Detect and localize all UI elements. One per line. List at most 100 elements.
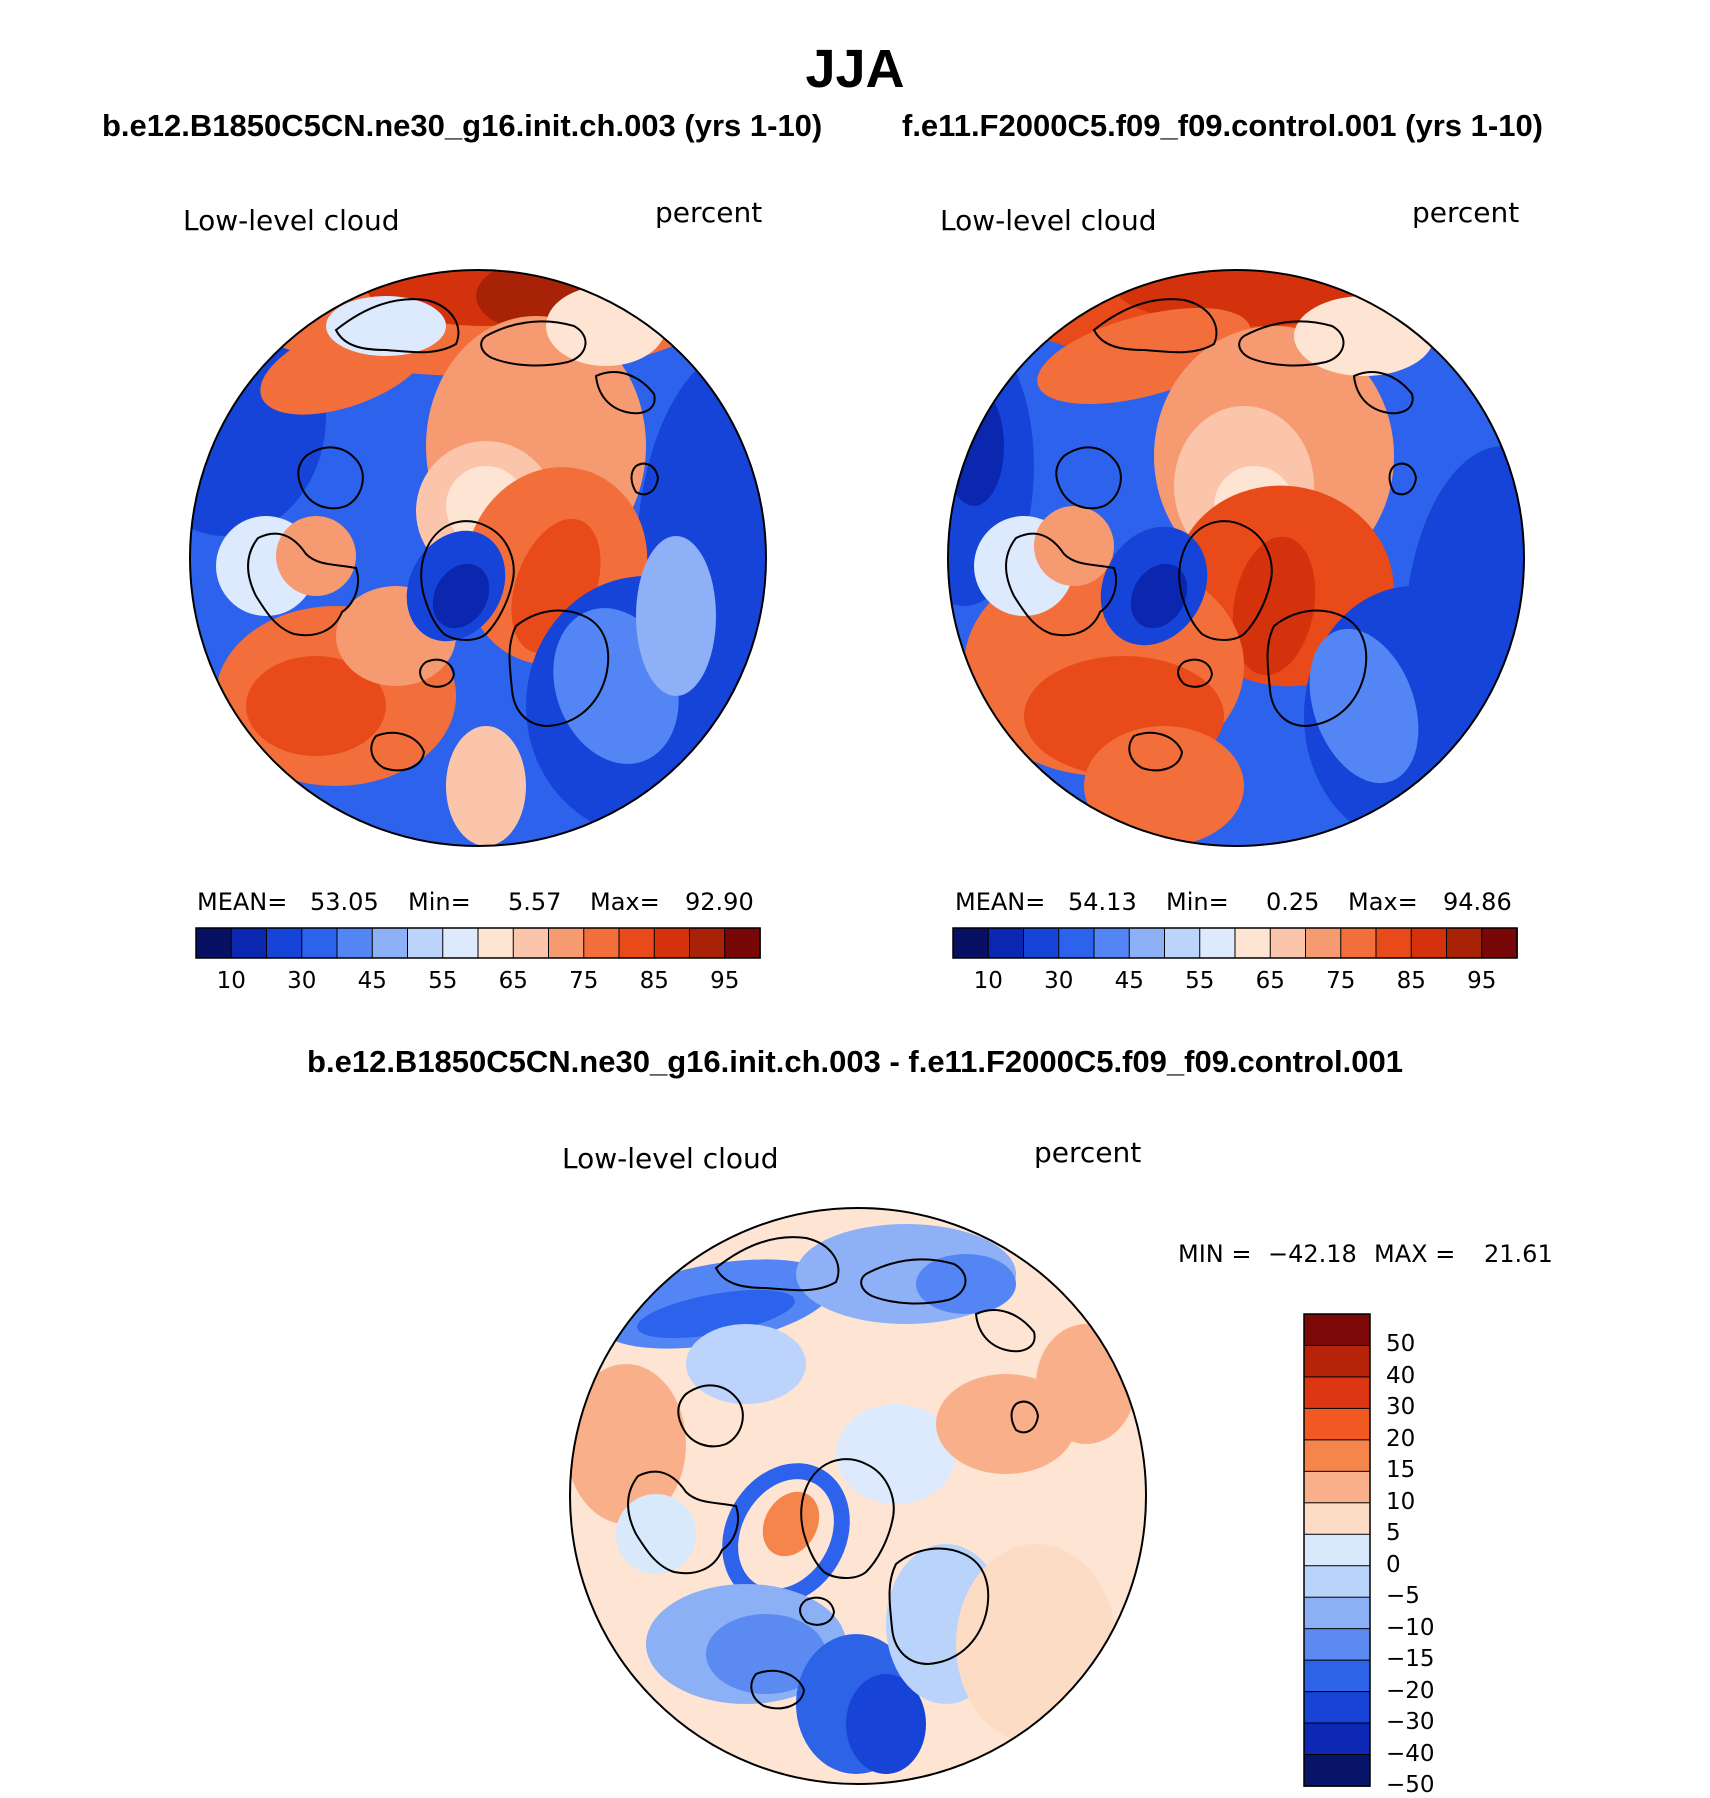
colorbar-difference-swatch — [1303, 1533, 1371, 1567]
colorbar-difference-swatch — [1303, 1659, 1371, 1693]
colorbar-left-swatch — [689, 927, 726, 959]
panel-right-mean-label: MEAN= — [955, 888, 1046, 916]
colorbar-right-tick-label: 55 — [1185, 968, 1215, 994]
colorbar-right-swatch — [1375, 927, 1413, 959]
colorbar-right-swatch — [987, 927, 1025, 959]
panel-right-min-value: 0.25 — [1266, 888, 1320, 916]
colorbar-difference-tick-label: 50 — [1386, 1331, 1416, 1358]
colorbar-left-tick-label: 95 — [710, 968, 740, 994]
colorbar-left-swatch — [230, 927, 268, 959]
colorbar-left-swatch — [477, 927, 515, 959]
panel-left-variable-label: Low-level cloud — [183, 204, 400, 237]
colorbar-left-swatch — [618, 927, 656, 959]
colorbar-difference-tick-label: −20 — [1386, 1677, 1435, 1704]
panel-left-mean-label: MEAN= — [197, 888, 288, 916]
colorbar-left-tick-label: 75 — [569, 968, 599, 994]
coastlines — [247, 298, 660, 772]
diff-max-label: MAX = — [1374, 1240, 1456, 1268]
colorbar-difference-swatch — [1303, 1596, 1371, 1630]
panel-right-min-label: Min= — [1166, 888, 1229, 916]
colorbar-left-tick-label: 45 — [357, 968, 387, 994]
colorbar-difference-tick-label: −30 — [1386, 1709, 1435, 1736]
colorbar-difference-swatch — [1303, 1754, 1371, 1787]
diff-units-label: percent — [1034, 1136, 1142, 1169]
colorbar-left-tick-label: 30 — [287, 968, 317, 994]
figure-title: JJA — [805, 39, 905, 99]
colorbar-left-swatch — [653, 927, 691, 959]
map-field — [570, 1208, 1146, 1784]
diff-min-value: −42.18 — [1268, 1240, 1357, 1268]
panel-right-max-value: 94.86 — [1443, 888, 1512, 916]
colorbar-left-swatch — [301, 927, 338, 959]
colorbar-difference-swatch — [1303, 1565, 1371, 1599]
colorbar-difference-swatch — [1303, 1407, 1371, 1441]
colorbar-difference-tick-label: 10 — [1386, 1488, 1416, 1515]
colorbar-difference-ticks: 50 40 30 20 15 10 5 0 −5 −10 −15 −20 −30 −40 −50 — [1386, 1314, 1466, 1798]
colorbar-difference-swatch — [1303, 1470, 1371, 1504]
colorbar-right-tick-label: 75 — [1326, 968, 1356, 994]
colorbar-right-swatch — [1269, 927, 1307, 959]
map-field — [948, 270, 1524, 846]
colorbar-difference-swatch — [1303, 1439, 1371, 1473]
colorbar-right — [952, 927, 1518, 959]
colorbar-left-swatch — [512, 927, 550, 959]
colorbar-left-swatch — [583, 927, 620, 959]
colorbar-left-swatch — [442, 927, 479, 959]
panel-left-min-value: 5.57 — [508, 888, 562, 916]
colorbar-difference-tick-label: 5 — [1386, 1520, 1401, 1547]
panel-right-max-label: Max= — [1348, 888, 1418, 916]
colorbar-difference-swatch — [1303, 1313, 1371, 1347]
diff-variable-label: Low-level cloud — [562, 1142, 779, 1175]
map-field — [190, 270, 766, 846]
map-boundary — [189, 269, 767, 847]
colorbar-difference-tick-label: −10 — [1386, 1614, 1435, 1641]
colorbar-difference-tick-label: −15 — [1386, 1646, 1435, 1673]
colorbar-right-swatch — [1023, 927, 1060, 959]
map-right — [947, 269, 1525, 847]
colorbar-left-tick-label: 55 — [428, 968, 458, 994]
colorbar-difference-tick-label: 15 — [1386, 1457, 1416, 1484]
colorbar-right-tick-label: 65 — [1255, 968, 1285, 994]
colorbar-right-ticks: 10 30 45 55 65 75 85 95 — [953, 968, 1517, 998]
colorbar-difference-tick-label: 0 — [1386, 1551, 1401, 1578]
colorbar-left-swatch — [548, 927, 585, 959]
colorbar-difference-swatch — [1303, 1628, 1371, 1661]
coastlines — [1005, 298, 1418, 772]
colorbar-left-swatch — [407, 927, 444, 959]
colorbar-difference-tick-label: −50 — [1386, 1772, 1435, 1798]
map-left — [189, 269, 767, 847]
colorbar-right-swatch — [1199, 927, 1236, 959]
colorbar-left-swatch — [195, 927, 233, 959]
colorbar-right-tick-label: 45 — [1114, 968, 1144, 994]
diff-max-value: 21.61 — [1484, 1240, 1553, 1268]
panel-right-mean-value: 54.13 — [1068, 888, 1137, 916]
colorbar-right-swatch — [1481, 927, 1518, 959]
colorbar-left — [195, 927, 761, 959]
panel-left-mean-value: 53.05 — [310, 888, 379, 916]
panel-left-max-label: Max= — [590, 888, 660, 916]
colorbar-left-ticks: 10 30 45 55 65 75 85 95 — [196, 968, 760, 998]
colorbar-difference-swatch — [1303, 1344, 1371, 1378]
panel-right-title: f.e11.F2000C5.f09_f09.control.001 (yrs 1… — [902, 108, 1544, 143]
map-difference — [569, 1207, 1147, 1785]
colorbar-right-swatch — [1410, 927, 1448, 959]
colorbar-difference — [1303, 1313, 1371, 1787]
panel-right-variable-label: Low-level cloud — [940, 204, 1157, 237]
colorbar-right-tick-label: 10 — [973, 968, 1003, 994]
panel-left-min-label: Min= — [408, 888, 471, 916]
colorbar-right-swatch — [1128, 927, 1166, 959]
colorbar-difference-tick-label: −40 — [1386, 1740, 1435, 1767]
colorbar-left-tick-label: 10 — [216, 968, 246, 994]
colorbar-right-swatch — [952, 927, 990, 959]
colorbar-right-swatch — [1234, 927, 1272, 959]
diff-title: b.e12.B1850C5CN.ne30_g16.init.ch.003 - f… — [307, 1044, 1403, 1079]
colorbar-left-swatch — [266, 927, 303, 959]
colorbar-difference-swatch — [1303, 1376, 1371, 1410]
coastlines — [627, 1236, 1040, 1710]
colorbar-left-swatch — [371, 927, 409, 959]
colorbar-difference-swatch — [1303, 1502, 1371, 1536]
colorbar-left-swatch — [724, 927, 761, 959]
colorbar-left-swatch — [336, 927, 374, 959]
colorbar-right-swatch — [1093, 927, 1131, 959]
panel-left-max-value: 92.90 — [685, 888, 754, 916]
